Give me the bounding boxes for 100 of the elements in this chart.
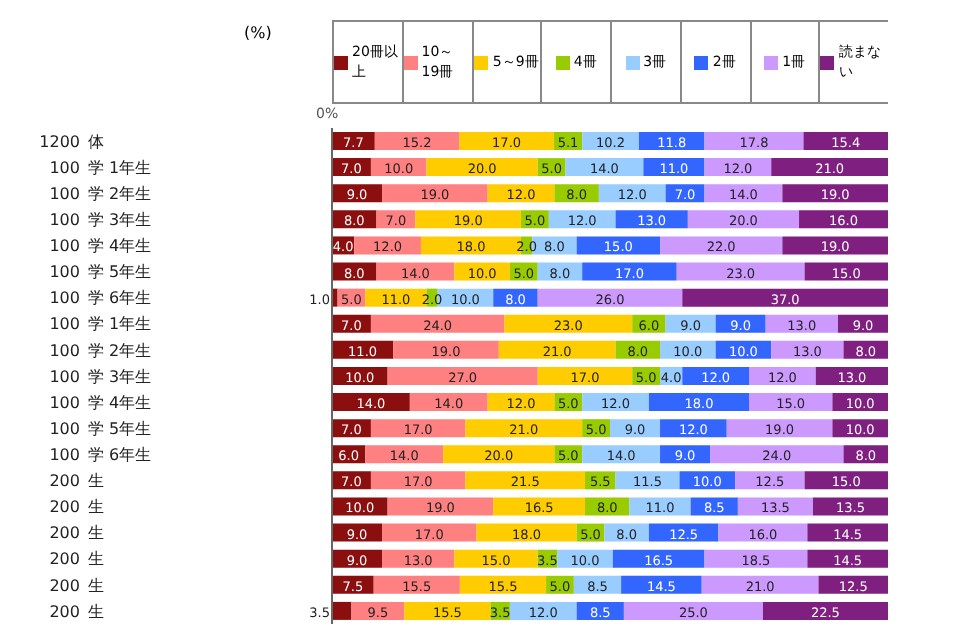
text: 200 xyxy=(49,602,80,621)
bar xyxy=(498,340,616,359)
bar xyxy=(660,419,727,438)
bar xyxy=(404,601,491,620)
bar xyxy=(749,393,833,412)
bar xyxy=(370,471,466,490)
bar xyxy=(782,184,888,203)
bar xyxy=(373,575,460,594)
bar xyxy=(582,445,661,464)
bar xyxy=(426,158,538,177)
text: 100 xyxy=(49,315,80,334)
y-tick-label: 学 2年生 xyxy=(88,184,152,203)
bar xyxy=(804,471,888,490)
text: 100 xyxy=(49,419,80,438)
y-tick-label: 生 xyxy=(88,550,104,569)
bar xyxy=(548,210,616,229)
bar xyxy=(365,445,444,464)
bar xyxy=(807,549,888,568)
bar xyxy=(465,419,583,438)
y-tick-label: 生 xyxy=(88,602,104,621)
bar xyxy=(687,210,800,229)
bar xyxy=(354,236,421,255)
y-tick-label: 学 1年生 xyxy=(88,315,152,334)
bar xyxy=(332,393,410,412)
bar xyxy=(621,575,702,594)
text: 100 xyxy=(49,158,80,177)
bar xyxy=(710,445,844,464)
bar xyxy=(393,340,499,359)
y-tick-label: 生 xyxy=(88,576,104,595)
bar xyxy=(643,158,705,177)
bar xyxy=(612,549,705,568)
bar xyxy=(537,366,633,385)
y-tick-label: 学 5年生 xyxy=(88,263,152,282)
bar xyxy=(576,236,661,255)
bar xyxy=(332,601,352,620)
bar xyxy=(459,132,554,150)
bar xyxy=(718,523,808,542)
y-tick-label: 学 6年生 xyxy=(88,289,152,308)
bar xyxy=(493,497,585,516)
bar xyxy=(370,314,505,333)
text: 1200 xyxy=(39,132,80,151)
bar xyxy=(807,523,888,542)
y-tick-label: 生 xyxy=(88,498,104,517)
bar xyxy=(382,184,488,203)
bar xyxy=(387,366,538,385)
bar xyxy=(443,445,555,464)
bar xyxy=(799,210,888,229)
text: 100 xyxy=(49,237,80,256)
bar xyxy=(376,262,455,281)
bar xyxy=(782,236,888,255)
text: 200 xyxy=(49,524,80,543)
bar xyxy=(370,419,466,438)
bar xyxy=(762,601,888,620)
text: 100 xyxy=(49,367,80,386)
bar xyxy=(726,419,833,438)
text: 100 xyxy=(49,211,80,230)
y-tick-label: 学 6年生 xyxy=(88,446,152,464)
bar xyxy=(701,575,819,594)
bar xyxy=(387,497,494,516)
bar xyxy=(465,471,585,490)
bar xyxy=(623,601,763,620)
y-tick-label: 体 xyxy=(88,132,104,151)
text: 100 xyxy=(49,184,80,203)
y-tick-label: 学 2年生 xyxy=(88,341,152,360)
bar xyxy=(476,523,577,542)
y-tick-label: 学 5年生 xyxy=(88,419,152,438)
bar xyxy=(737,497,813,516)
bar xyxy=(704,549,808,568)
text: 100 xyxy=(49,341,80,360)
text: 100 xyxy=(49,289,80,308)
bar xyxy=(660,236,783,255)
bar xyxy=(771,340,844,359)
text: 200 xyxy=(49,498,80,517)
bar xyxy=(504,314,633,333)
bar xyxy=(771,158,888,177)
y-tick-label: 学 4年生 xyxy=(88,393,152,412)
bar xyxy=(537,288,683,307)
text: 200 xyxy=(49,550,80,569)
bar xyxy=(803,132,888,150)
bar xyxy=(735,471,805,490)
y-tick-label: 学 1年生 xyxy=(88,158,152,177)
bar xyxy=(598,184,666,203)
y-tick-label: 学 4年生 xyxy=(88,237,152,256)
bar xyxy=(332,288,338,307)
bar xyxy=(509,601,577,620)
bar xyxy=(804,262,888,281)
bar xyxy=(454,549,538,568)
bar xyxy=(382,523,477,542)
bar xyxy=(629,497,691,516)
bar xyxy=(704,132,804,150)
text: 200 xyxy=(49,472,80,491)
bar xyxy=(374,132,460,150)
y-tick-label: 生 xyxy=(88,524,104,543)
text: 200 xyxy=(49,576,80,595)
bar xyxy=(749,366,816,385)
text: 100 xyxy=(49,446,80,464)
text: 100 xyxy=(49,263,80,282)
bar xyxy=(459,575,547,594)
y-tick-label: 学 3年生 xyxy=(88,211,152,230)
bar xyxy=(648,393,749,412)
